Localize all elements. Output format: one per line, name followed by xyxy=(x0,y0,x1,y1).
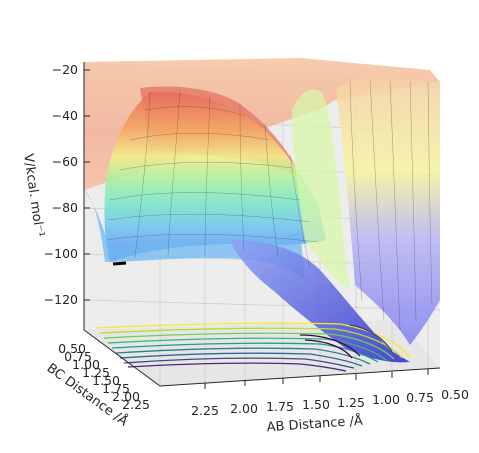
z-tick-label: −80 xyxy=(52,200,78,215)
y-tick-label: 0.75 xyxy=(64,349,92,364)
y-tick-label: 2.00 xyxy=(112,389,140,404)
x-tick-label: 1.25 xyxy=(337,395,365,410)
x-tick-label: 2.25 xyxy=(191,403,219,418)
z-tick-label: −100 xyxy=(44,246,78,261)
x-axis: 2.25 2.00 1.75 1.50 1.25 1.00 0.75 0.50 … xyxy=(191,369,469,435)
surface-blue-wall xyxy=(230,240,410,363)
x-axis-label: AB Distance /Å xyxy=(266,413,363,436)
x-tick-label: 1.50 xyxy=(302,397,330,412)
z-tick-label: −120 xyxy=(44,292,78,307)
z-axis-label: V/kcal. mol⁻¹ xyxy=(20,153,47,238)
floor-contours xyxy=(95,322,411,372)
x-tick-label: 0.50 xyxy=(441,387,469,402)
z-tick-label: −20 xyxy=(52,62,78,77)
y-tick-label: 1.75 xyxy=(102,381,130,396)
surface-right-sheet xyxy=(336,78,440,345)
trajectory-marker xyxy=(112,261,127,266)
y-tick-label: 0.50 xyxy=(58,341,86,356)
x-tick-label: 1.00 xyxy=(372,392,400,407)
surface-channel xyxy=(292,89,350,290)
axis-lines xyxy=(83,62,441,387)
x-tick-label: 2.00 xyxy=(230,401,258,416)
z-axis: −20 −40 −60 −80 −100 −120 V/kcal. mol⁻¹ xyxy=(20,62,90,307)
surface-valley xyxy=(104,91,326,263)
y-tick-label: 1.50 xyxy=(92,373,120,388)
z-tick-label: −40 xyxy=(52,108,78,123)
z-tick-label: −60 xyxy=(52,154,78,169)
y-tick-label: 2.25 xyxy=(122,397,150,412)
y-tick-label: 1.25 xyxy=(82,365,110,380)
x-tick-label: 1.75 xyxy=(266,399,294,414)
y-tick-label: 1.00 xyxy=(72,357,100,372)
x-tick-label: 0.75 xyxy=(406,390,434,405)
